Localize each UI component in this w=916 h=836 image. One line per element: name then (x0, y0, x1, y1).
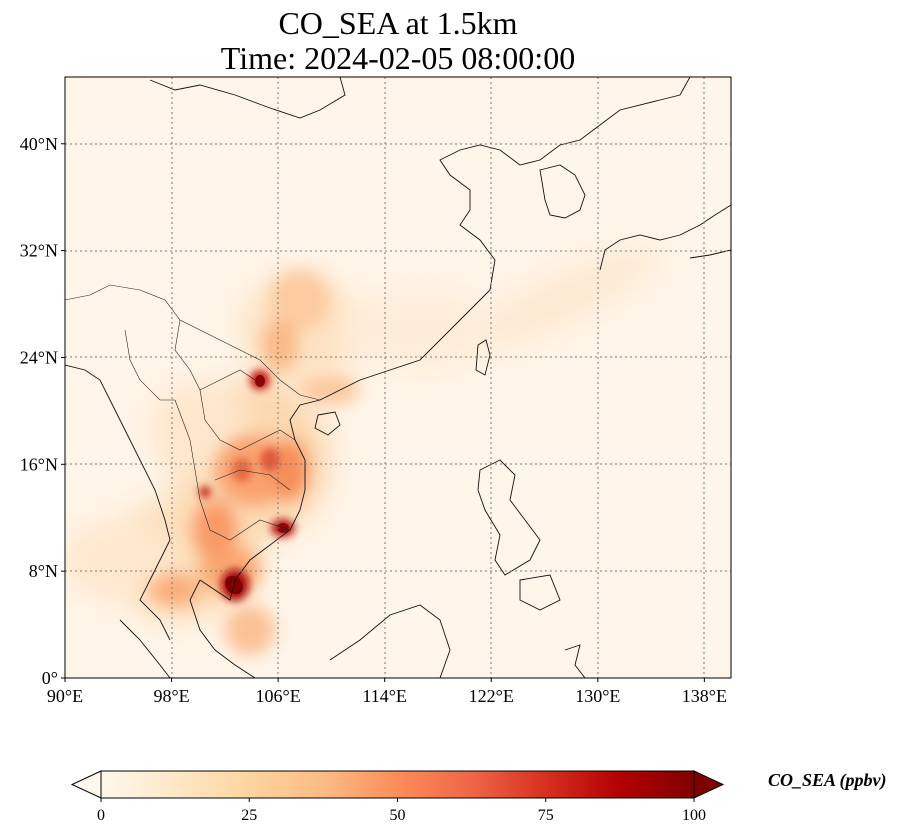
map-time-subtitle: Time: 2024-02-05 08:00:00 (220, 40, 576, 76)
lon-tick-label: 130°E (575, 686, 620, 706)
lat-tick-label: 8°N (29, 561, 58, 581)
colorbar-extend-high (693, 770, 725, 799)
colorbar-tick-label: 50 (390, 807, 406, 824)
lat-tick-label: 16°N (20, 454, 58, 474)
map-frame (64, 76, 732, 679)
map-axes: 90°E 98°E 106°E 114°E 122°E 130°E 138°E 0° 8°N 16… (20, 134, 727, 706)
gridlines (65, 77, 731, 678)
lon-tick-label: 106°E (256, 686, 301, 706)
coastlines (65, 77, 731, 678)
colorbar-tick-label: 100 (682, 807, 706, 824)
colorbar-gradient (101, 771, 694, 798)
lon-tick-label: 114°E (362, 686, 407, 706)
co-plume-mid (149, 270, 360, 655)
lat-tick-label: 32°N (20, 241, 58, 261)
colorbar-tick-label: 0 (97, 807, 105, 824)
lat-tick-label: 24°N (20, 347, 58, 367)
colorbar-label: CO_SEA (ppbv) (768, 770, 887, 790)
lat-tick-label: 40°N (20, 134, 58, 154)
colorbar: 0 25 50 75 100 (70, 770, 725, 824)
country-borders (65, 284, 321, 541)
colorbar-extend-low (70, 770, 102, 799)
colorbar-tick-label: 75 (538, 807, 554, 824)
lon-tick-label: 90°E (47, 686, 83, 706)
map-title: CO_SEA at 1.5km (278, 5, 518, 41)
lat-tick-label: 0° (42, 668, 58, 688)
lon-tick-label: 138°E (682, 686, 727, 706)
lon-tick-label: 122°E (469, 686, 514, 706)
lon-tick-label: 98°E (153, 686, 189, 706)
colorbar-tick-label: 25 (241, 807, 257, 824)
